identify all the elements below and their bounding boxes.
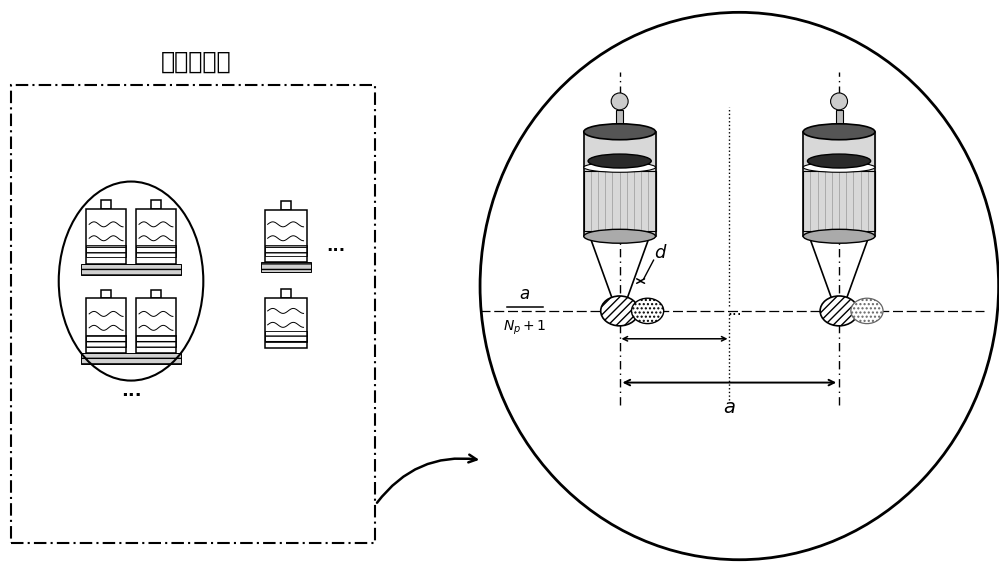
Bar: [265, 331, 307, 342]
Text: ...: ...: [326, 237, 345, 255]
Bar: [86, 335, 126, 347]
Ellipse shape: [803, 229, 875, 243]
Bar: [281, 289, 291, 298]
Polygon shape: [584, 132, 656, 236]
Bar: [136, 245, 176, 257]
Bar: [151, 200, 161, 209]
Ellipse shape: [584, 229, 656, 243]
Bar: [265, 244, 307, 256]
Bar: [261, 262, 311, 272]
Ellipse shape: [588, 154, 651, 168]
Ellipse shape: [584, 124, 656, 139]
Ellipse shape: [631, 298, 664, 323]
Bar: [81, 264, 181, 275]
Ellipse shape: [480, 12, 999, 560]
Bar: [616, 110, 623, 132]
Ellipse shape: [601, 296, 639, 326]
Ellipse shape: [584, 162, 656, 172]
Text: ...: ...: [121, 381, 141, 400]
Text: $N_p+1$: $N_p+1$: [503, 319, 547, 337]
Bar: [86, 245, 126, 257]
Text: $a$: $a$: [723, 398, 736, 417]
Ellipse shape: [803, 162, 875, 172]
Bar: [265, 210, 307, 262]
Ellipse shape: [807, 154, 871, 168]
Ellipse shape: [851, 298, 883, 323]
Bar: [101, 289, 111, 298]
Bar: [265, 298, 307, 347]
Bar: [86, 298, 126, 353]
Ellipse shape: [820, 296, 858, 326]
Bar: [151, 289, 161, 298]
Bar: [81, 353, 181, 364]
Ellipse shape: [803, 124, 875, 139]
Bar: [11, 85, 375, 543]
Bar: [86, 209, 126, 264]
Text: $a$: $a$: [519, 285, 530, 303]
Text: 阵列换能器: 阵列换能器: [161, 50, 231, 74]
Bar: [281, 202, 291, 210]
Text: $d$: $d$: [654, 244, 667, 262]
Bar: [136, 298, 176, 353]
Bar: [836, 110, 843, 132]
Bar: [101, 200, 111, 209]
Polygon shape: [803, 132, 875, 236]
Bar: [136, 335, 176, 347]
Bar: [136, 209, 176, 264]
Circle shape: [831, 93, 848, 110]
Circle shape: [611, 93, 628, 110]
Text: ...: ...: [727, 304, 742, 318]
